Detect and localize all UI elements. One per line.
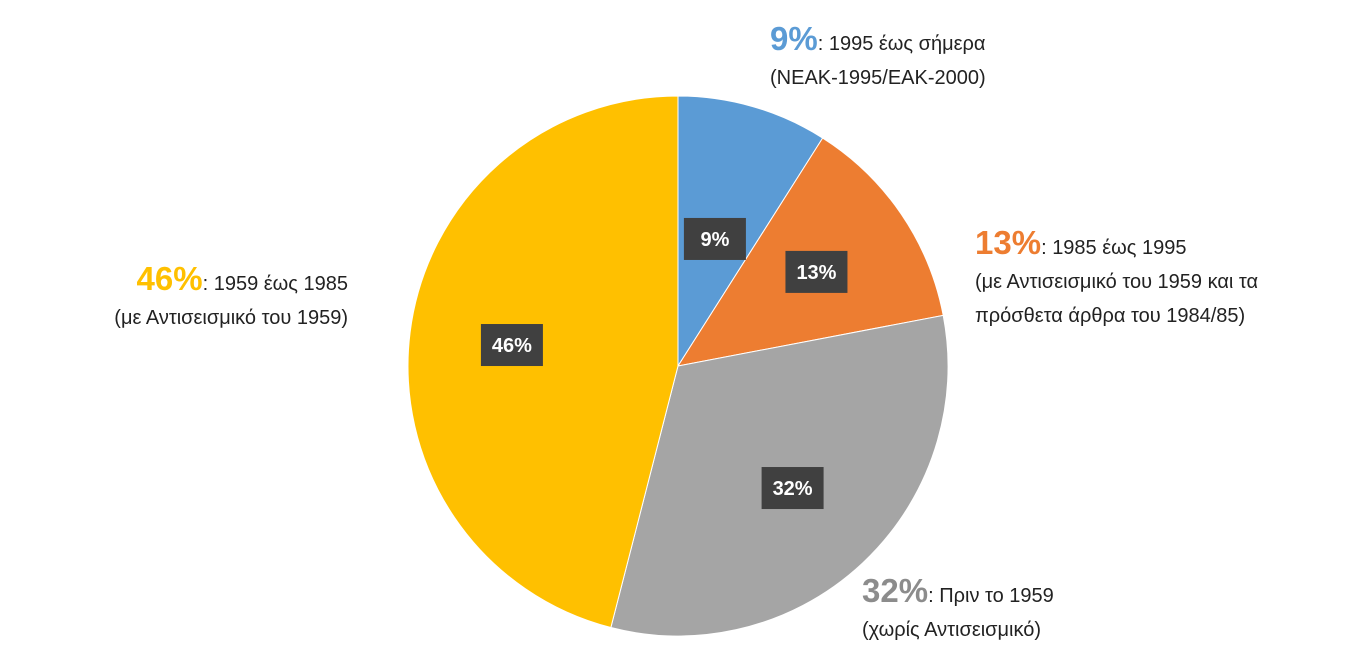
callout-9pct-period: 1995 έως σήμερα [828,33,986,55]
callout-46pct: 46%: 1959 έως 1985 (με Αντισεισμικό του … [114,262,348,335]
callout-9pct-value: 9% [770,20,818,57]
callout-13pct-note2: πρόσθετα άρθρα του 1984/85) [975,305,1246,327]
colon: : [1041,237,1053,259]
callout-13pct-note: (με Αντισεισμικό του 1959 και τα [975,271,1259,293]
colon: : [202,273,214,295]
callout-13pct-value: 13% [975,224,1042,261]
callout-13pct: 13%: 1985 έως 1995 (με Αντισεισμικό του … [975,226,1258,333]
data-label-9pct: 9% [683,217,746,260]
pie-slice-9pct [677,95,824,368]
pie-data-labels: 9% 13% 32% 46% [480,217,848,510]
data-label-box [480,324,543,367]
callout-32pct: 32%: Πριν το 1959 (χωρίς Αντισεισμικό) [862,574,1054,647]
data-label-box [785,250,848,293]
colon: : [928,585,940,607]
data-label-13pct: 13% [785,250,848,293]
callout-32pct-period: Πριν το 1959 [939,585,1054,607]
data-label-box [761,467,824,510]
callout-46pct-period: 1959 έως 1985 [213,273,348,295]
callout-9pct-note: (ΝΕΑΚ-1995/ΕΑΚ-2000) [770,67,986,89]
callout-9pct: 9%: 1995 έως σήμερα (ΝΕΑΚ-1995/ΕΑΚ-2000) [770,22,986,95]
callout-46pct-note: (με Αντισεισμικό του 1959) [114,307,348,329]
data-label-text: 46% [492,335,532,357]
data-label-text: 13% [796,262,836,284]
pie-slice-46pct [407,95,679,629]
callout-32pct-note: (χωρίς Αντισεισμικό) [862,619,1042,641]
data-label-text: 32% [773,478,813,500]
data-label-text: 9% [700,229,729,251]
callout-32pct-value: 32% [862,572,929,609]
data-label-32pct: 32% [761,467,824,510]
callout-13pct-period: 1985 έως 1995 [1052,237,1187,259]
data-label-box [683,217,746,260]
callout-46pct-value: 46% [136,260,203,297]
colon: : [817,33,829,55]
data-label-46pct: 46% [480,324,543,367]
